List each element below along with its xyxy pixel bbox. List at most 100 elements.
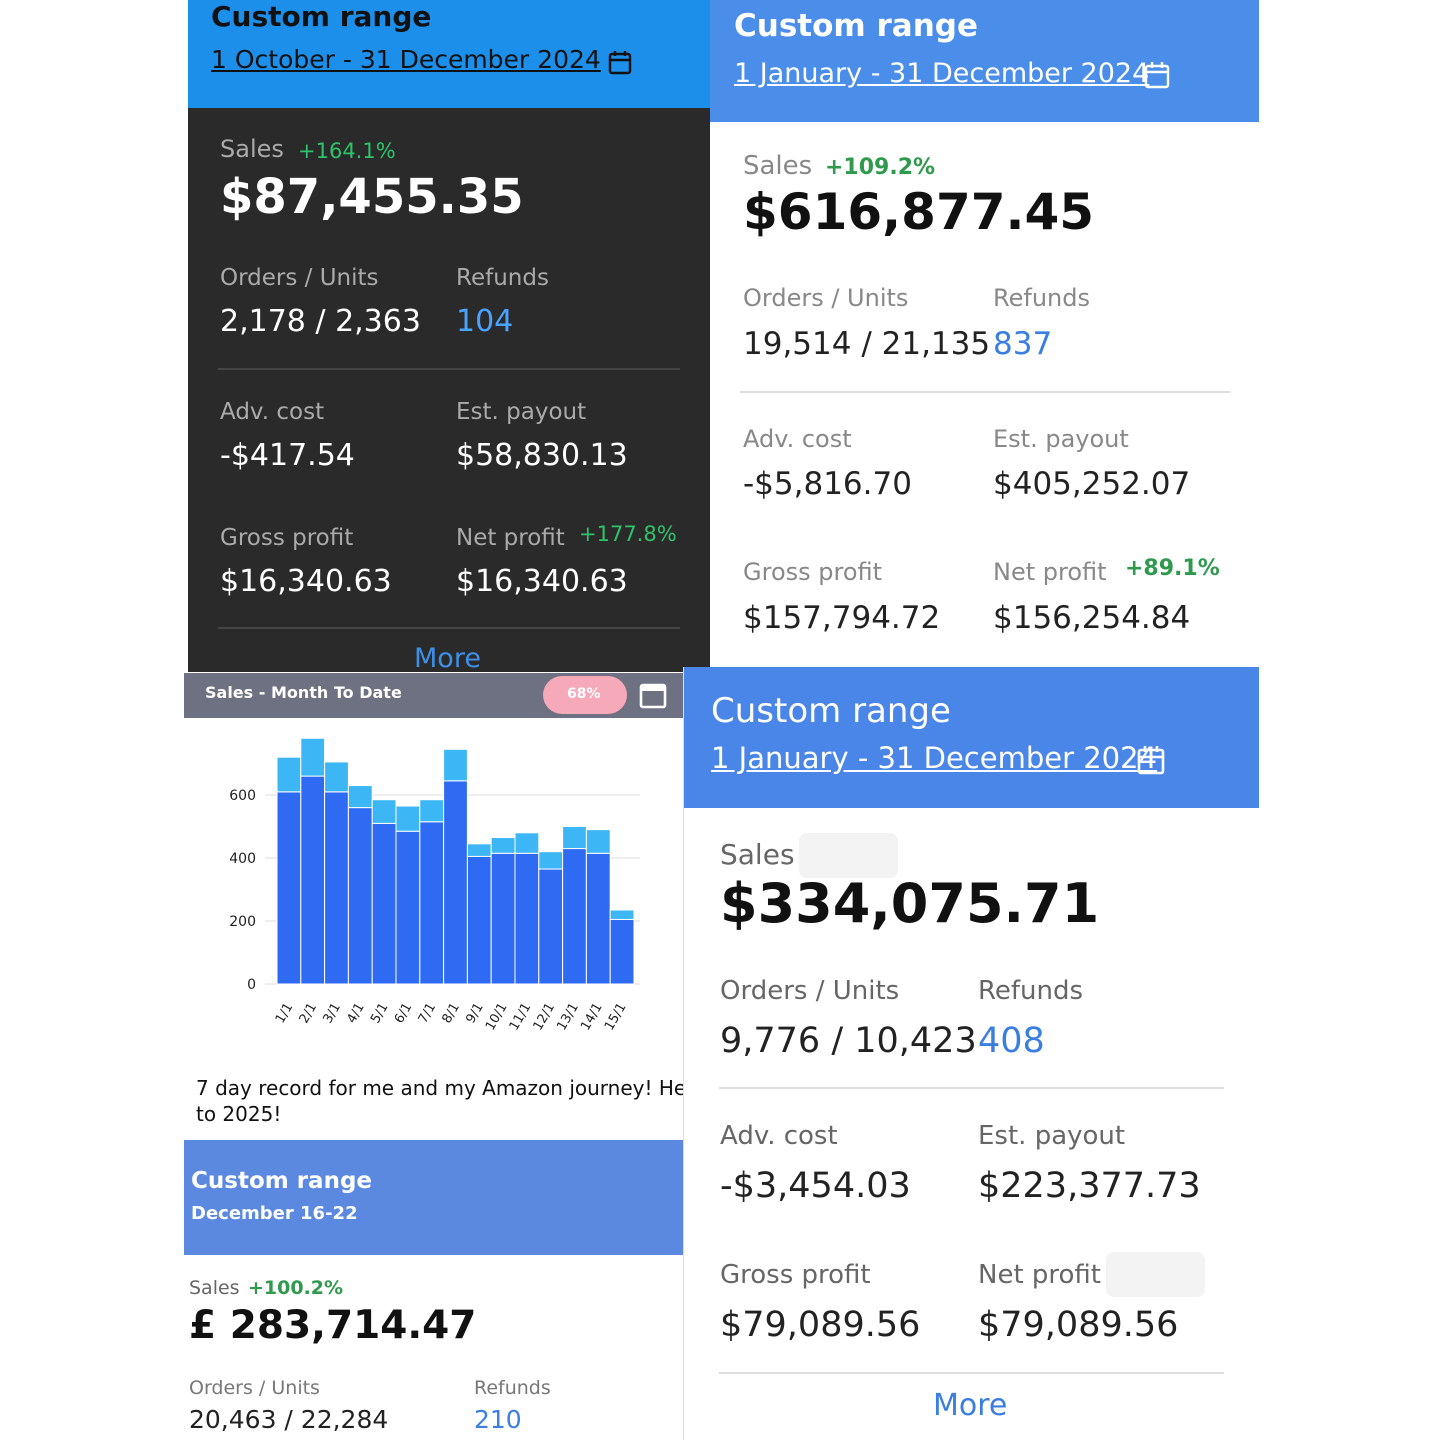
date-range[interactable]: 1 October - 31 December 2024 — [211, 45, 601, 74]
label: Sales — [189, 1277, 240, 1299]
refunds[interactable]: 408 — [978, 1021, 1045, 1061]
value: $16,340.63 — [456, 564, 628, 599]
x-tick-label: 15/1 — [602, 1001, 630, 1034]
refunds[interactable]: 210 — [474, 1405, 522, 1434]
value: 9,776 / 10,423 — [720, 1021, 977, 1061]
bar-segment — [371, 822, 397, 985]
date-range: December 16-22 — [191, 1203, 358, 1224]
title: Custom range — [734, 8, 978, 44]
x-tick-label: 1/1 — [273, 1001, 296, 1027]
change: +164.1% — [298, 139, 396, 163]
x-tick-label: 9/1 — [463, 1001, 486, 1027]
change: +177.8% — [579, 522, 677, 546]
bar-segment — [371, 799, 397, 824]
more-link[interactable]: More — [414, 643, 481, 672]
value: $58,830.13 — [456, 438, 628, 473]
value: $223,377.73 — [978, 1166, 1201, 1206]
bar-segment — [466, 855, 492, 985]
sales: $334,075.71 — [720, 872, 1100, 935]
x-tick-label: 12/1 — [531, 1001, 559, 1034]
value: -$417.54 — [220, 438, 355, 473]
blurred-badge — [799, 833, 898, 878]
caption: 7 day record for me and my Amazon journe… — [184, 1035, 683, 1140]
x-tick-label: 2/1 — [297, 1001, 320, 1027]
bar-segment — [609, 909, 635, 920]
change: +109.2% — [825, 155, 936, 180]
calendar-icon[interactable] — [639, 681, 667, 709]
chart-panel: Sales - Month To Date 68% 0 200 400 600 1/1 2… — [184, 673, 683, 1035]
sales: $616,877.45 — [743, 183, 1095, 241]
value: $405,252.07 — [993, 466, 1191, 502]
header — [710, 0, 1259, 122]
header — [184, 1140, 683, 1255]
label: Refunds — [978, 976, 1084, 1006]
value: $79,089.56 — [978, 1305, 1179, 1345]
label: Refunds — [993, 284, 1090, 312]
bar-segment — [395, 805, 421, 832]
x-tick-label: 5/1 — [368, 1001, 391, 1027]
x-tick-label: 8/1 — [440, 1001, 463, 1027]
x-tick-label: 11/1 — [507, 1001, 535, 1034]
label: Sales — [743, 151, 813, 181]
title: Custom range — [191, 1168, 373, 1194]
bar-segment — [324, 791, 349, 985]
panel-light: Custom range 1 January - 31 December 202… — [710, 0, 1259, 667]
sales: $87,455.35 — [220, 169, 524, 225]
label: Orders / Units — [189, 1377, 320, 1399]
bar-segment — [490, 852, 516, 985]
bar-segment — [585, 829, 611, 854]
calendar-icon[interactable] — [1144, 61, 1170, 89]
value: -$5,816.70 — [743, 466, 912, 502]
bar-segment — [324, 761, 349, 793]
bar-segment — [585, 852, 611, 985]
title: Custom range — [711, 691, 951, 731]
label: Adv. cost — [720, 1121, 838, 1151]
bar-segment — [419, 821, 445, 985]
bar-segment — [347, 807, 373, 985]
divider — [719, 1087, 1224, 1089]
bar-segment — [300, 775, 326, 985]
label: Gross profit — [220, 525, 354, 551]
label: Net profit — [978, 1260, 1102, 1290]
blurred-badge — [1106, 1252, 1205, 1297]
bar-segment — [609, 918, 635, 985]
label: Net profit — [456, 525, 565, 551]
divider — [740, 391, 1230, 393]
date-range[interactable]: 1 January - 31 December 2024 — [734, 58, 1150, 89]
title: Custom range — [211, 0, 432, 33]
change-badge: 68% — [543, 676, 627, 714]
value: $156,254.84 — [993, 600, 1191, 636]
label: Orders / Units — [720, 976, 900, 1006]
refunds[interactable]: 104 — [456, 304, 514, 339]
panel-dark: Custom range 1 October - 31 December 202… — [188, 0, 710, 672]
calendar-icon[interactable] — [608, 50, 632, 76]
date-range[interactable]: 1 January - 31 December 2024 — [711, 741, 1158, 775]
label: Sales — [720, 838, 795, 871]
more-link[interactable]: More — [933, 1388, 1008, 1423]
chart-title: Sales - Month To Date — [205, 683, 402, 702]
calendar-icon[interactable] — [1137, 745, 1165, 775]
bar-segment — [443, 748, 468, 782]
bar-segment — [562, 848, 587, 985]
divider — [218, 627, 680, 629]
x-tick-label: 14/1 — [578, 1001, 606, 1034]
caption-line: to 2025! — [196, 1102, 282, 1126]
label: Net profit — [993, 558, 1107, 586]
x-tick-label: 3/1 — [321, 1001, 344, 1027]
bar-segment — [276, 756, 302, 793]
x-tick-label: 13/1 — [554, 1001, 582, 1034]
bar-segment — [276, 791, 302, 985]
bar-segment — [395, 830, 421, 985]
divider — [719, 1372, 1224, 1374]
bar-segment — [347, 785, 373, 809]
bar-segment — [538, 868, 564, 985]
refunds[interactable]: 837 — [993, 326, 1053, 362]
label: Orders / Units — [220, 265, 379, 291]
label: Refunds — [474, 1377, 551, 1399]
chart: 0 200 400 600 1/1 2/1 3/1 4/1 5/1 6/1 7/1 8/1 9/110/… — [229, 737, 640, 1034]
x-tick-label: 6/1 — [392, 1001, 415, 1027]
panel-light: Custom range 1 January - 31 December 202… — [683, 667, 1259, 1440]
label: Est. payout — [993, 425, 1129, 453]
badge-text: 68% — [567, 686, 601, 702]
